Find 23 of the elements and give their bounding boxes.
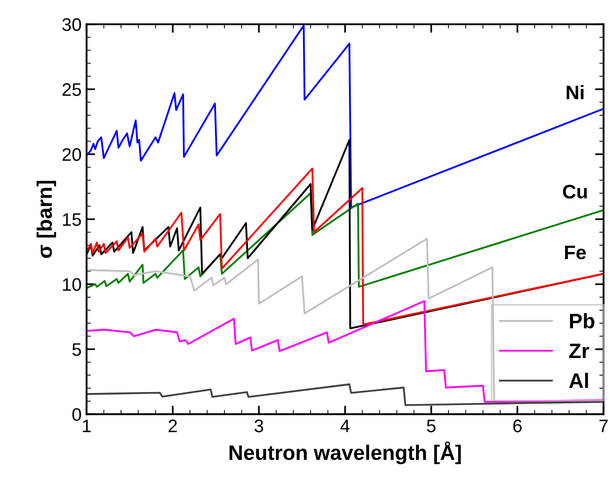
y-tick-label: 15 xyxy=(63,213,81,226)
x-tick-label: 7 xyxy=(599,420,608,432)
line-series xyxy=(86,300,604,403)
text: Zr xyxy=(569,344,590,358)
x-tick-label: 2 xyxy=(168,420,177,432)
series-label: Al xyxy=(569,372,588,388)
text: Pb xyxy=(570,313,594,328)
x-axis-title: Neutron wavelength [Å] xyxy=(230,441,461,464)
x-tick-label: 1 xyxy=(82,420,91,432)
x-tick-label: 4 xyxy=(340,420,350,432)
y-tick-label: 25 xyxy=(62,83,81,96)
y-tick-label: 20 xyxy=(62,148,82,161)
series-label: Cu xyxy=(562,184,587,199)
y-axis-title: σ [barn] xyxy=(36,180,56,258)
series-label: Ni xyxy=(566,85,584,100)
x-tick-label: 6 xyxy=(513,420,522,432)
series-label: Fe xyxy=(565,246,586,260)
y-tick-label: 5 xyxy=(72,343,81,356)
y-tick-label: 0 xyxy=(72,408,82,421)
y-tick-label: 30 xyxy=(62,18,82,31)
x-tick-label: 5 xyxy=(426,420,436,432)
x-tick-label: 3 xyxy=(254,420,264,432)
y-tick-label: 10 xyxy=(63,278,82,291)
